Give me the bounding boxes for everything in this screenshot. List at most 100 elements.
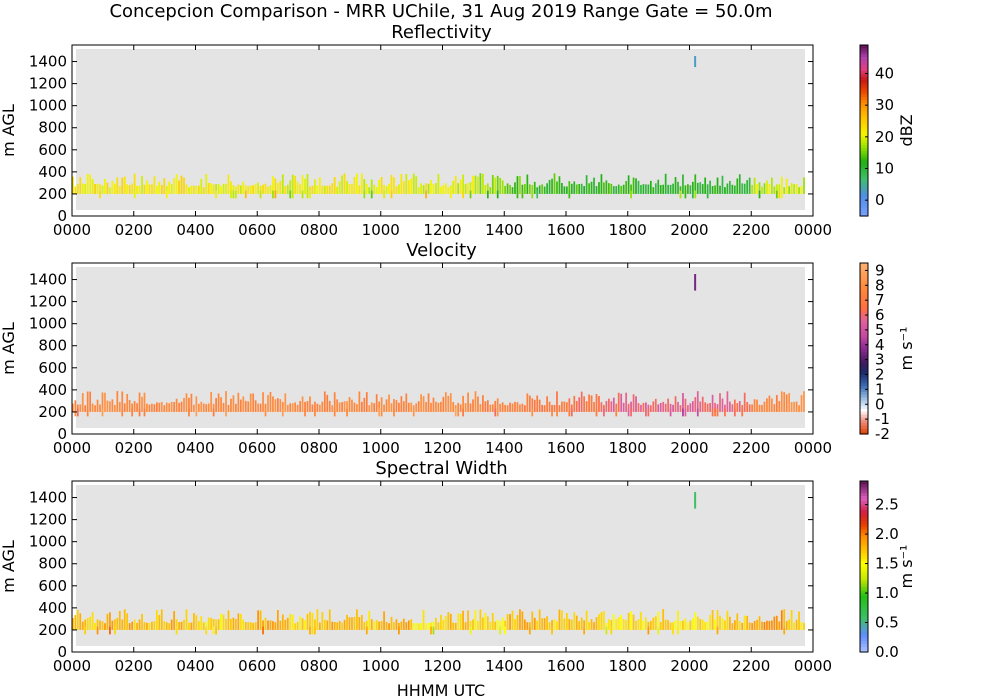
colorbar-segment: [860, 512, 868, 516]
echo-column: [486, 616, 489, 630]
colorbar-segment: [860, 543, 868, 548]
echo-column: [239, 185, 242, 194]
echo-column: [790, 609, 793, 630]
x-tick-label: 1000: [362, 439, 400, 457]
echo-column: [123, 403, 126, 412]
echo-column: [590, 181, 593, 194]
echo-column: [306, 401, 309, 412]
echo-column: [699, 619, 702, 630]
echo-column: [509, 614, 511, 630]
echo-column: [316, 609, 319, 630]
echo-column: [543, 405, 546, 412]
echo-column: [474, 610, 477, 630]
echo-column: [553, 619, 556, 630]
echo-column: [580, 617, 583, 630]
echo-column: [674, 620, 677, 630]
echo-column: [553, 173, 556, 194]
echo-column: [659, 402, 662, 412]
echo-fleck: [669, 408, 672, 417]
colorbar-segment: [860, 557, 868, 562]
colorbar-segment: [860, 277, 868, 281]
echo-column: [163, 178, 166, 194]
colorbar-segment: [860, 399, 868, 404]
echo-column: [106, 400, 109, 412]
echo-column: [398, 184, 400, 194]
echo-fleck: [516, 190, 519, 199]
x-tick-label: 0800: [300, 657, 338, 675]
echo-fleck: [195, 408, 198, 417]
echo-column: [185, 184, 188, 194]
colorbar-segment: [860, 586, 868, 590]
panel-2: 0000 0200 0400 0600 0800 1000 1200 1400 1600 1800…: [0, 458, 916, 675]
colorbar-tick-label: 20: [875, 128, 894, 146]
echo-column: [405, 393, 408, 412]
echo-column: [388, 183, 390, 194]
echo-column: [131, 183, 134, 194]
echo-column: [84, 405, 87, 412]
echo-column: [390, 616, 393, 630]
echo-column: [197, 185, 200, 194]
colorbar-tick-label: 2.0: [875, 525, 899, 543]
echo-column: [299, 401, 301, 412]
echo-column: [249, 622, 252, 630]
echo-column: [81, 393, 84, 412]
echo-fleck: [96, 626, 99, 635]
echo-column: [541, 404, 544, 412]
y-tick-label: 1000: [29, 97, 67, 115]
echo-column: [289, 614, 292, 630]
colorbar-segment: [860, 408, 868, 412]
echo-column: [682, 174, 684, 194]
echo-column: [402, 618, 405, 630]
isolated-echo: [694, 492, 697, 509]
echo-column: [526, 622, 529, 630]
echo-column: [170, 184, 173, 194]
echo-column: [521, 403, 524, 412]
y-axis-label: m AGL: [0, 104, 18, 157]
echo-column: [486, 183, 489, 194]
echo-column: [212, 403, 215, 412]
echo-column: [645, 402, 647, 412]
echo-column: [314, 619, 316, 630]
echo-column: [701, 184, 704, 194]
echo-column: [637, 403, 640, 412]
echo-column: [622, 184, 625, 194]
echo-column: [733, 620, 736, 630]
echo-column: [89, 174, 92, 194]
echo-column: [378, 401, 381, 412]
echo-column: [262, 620, 264, 630]
echo-column: [568, 181, 571, 194]
echo-column: [607, 183, 610, 194]
echo-column: [590, 395, 593, 412]
echo-column: [183, 619, 185, 630]
echo-column: [200, 401, 203, 412]
colorbar-segment: [860, 425, 868, 429]
echo-column: [691, 401, 694, 412]
echo-column: [588, 621, 590, 630]
echo-column: [472, 399, 474, 412]
colorbar-segment: [860, 617, 868, 622]
colorbar-segment: [860, 193, 868, 197]
echo-column: [635, 178, 637, 194]
echo-column: [193, 613, 195, 630]
y-axis-label: m AGL: [0, 540, 18, 593]
echo-column: [558, 609, 561, 630]
echo-column: [244, 185, 247, 194]
echo-column: [561, 401, 563, 412]
echo-column: [452, 180, 455, 194]
echo-column: [444, 183, 447, 194]
echo-column: [773, 404, 776, 412]
echo-column: [733, 185, 736, 194]
echo-column: [239, 613, 242, 630]
echo-column: [272, 396, 274, 412]
echo-column: [689, 185, 692, 194]
x-tick-label: 2200: [732, 221, 770, 239]
echo-column: [598, 396, 600, 412]
echo-column: [600, 612, 603, 630]
echo-column: [444, 392, 447, 412]
echo-column: [279, 620, 282, 630]
echo-column: [482, 617, 484, 630]
echo-fleck: [714, 408, 716, 417]
colorbar-segment: [860, 402, 868, 407]
echo-column: [365, 392, 368, 412]
echo-column: [654, 398, 657, 412]
